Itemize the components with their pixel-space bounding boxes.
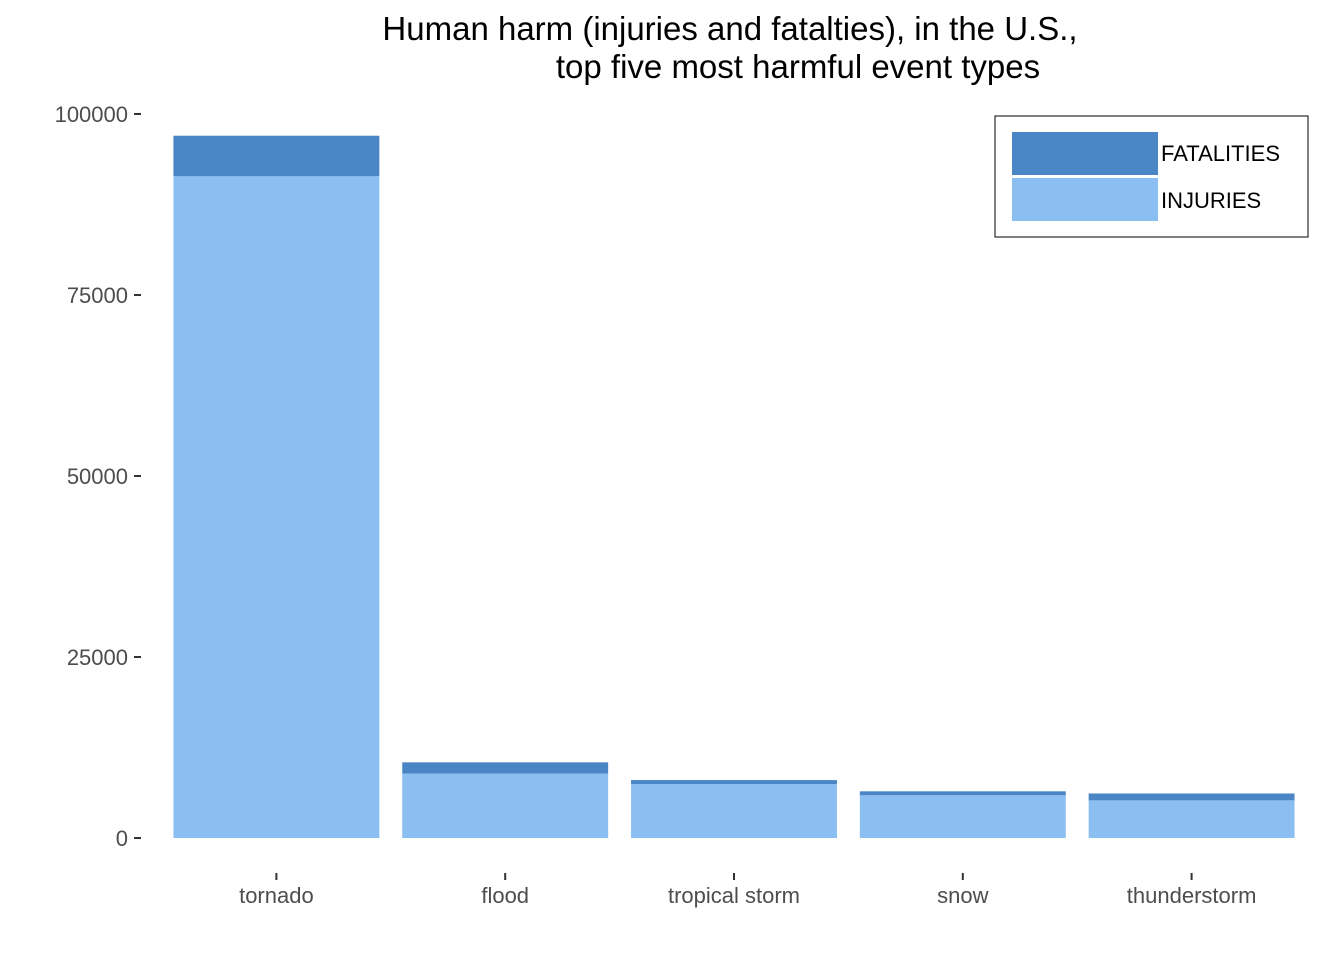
bar-fatalities-snow: [859, 791, 1066, 796]
bar-injuries-tropical-storm: [631, 784, 837, 838]
x-tick-label: thunderstorm: [1127, 883, 1257, 908]
y-tick-label: 50000: [67, 464, 128, 489]
legend-swatch-fatalities: [1012, 132, 1158, 175]
y-tick-label: 75000: [67, 283, 128, 308]
bar-injuries-flood: [402, 773, 609, 838]
y-axis: 0 25000 50000 75000 100000: [55, 102, 141, 851]
x-tick-label: tornado: [239, 883, 314, 908]
x-tick-label: flood: [481, 883, 529, 908]
bar-injuries-snow: [859, 795, 1066, 838]
bar-fatalities-tornado: [173, 135, 380, 177]
x-axis: tornado flood tropical storm snow thundersto…: [239, 873, 1256, 908]
bar-fatalities-tropical-storm: [631, 780, 837, 785]
y-tick-label: 100000: [55, 102, 128, 127]
bar-injuries-thunderstorm: [1088, 800, 1295, 838]
y-tick-label: 25000: [67, 645, 128, 670]
bars: [173, 135, 1295, 838]
chart-title-line-1: Human harm (injuries and fatalties), in …: [382, 10, 1077, 47]
bar-fatalities-thunderstorm: [1088, 793, 1295, 801]
bar-fatalities-flood: [402, 762, 609, 774]
legend-swatch-injuries: [1012, 178, 1158, 221]
y-tick-label: 0: [116, 826, 128, 851]
bar-injuries-tornado: [173, 176, 380, 838]
x-tick-label: snow: [937, 883, 988, 908]
chart-title-line-2: top five most harmful event types: [556, 48, 1040, 85]
legend-label-fatalities: FATALITIES: [1161, 141, 1280, 166]
legend-label-injuries: INJURIES: [1161, 188, 1261, 213]
x-tick-label: tropical storm: [668, 883, 800, 908]
legend: FATALITIES INJURIES: [994, 115, 1309, 238]
